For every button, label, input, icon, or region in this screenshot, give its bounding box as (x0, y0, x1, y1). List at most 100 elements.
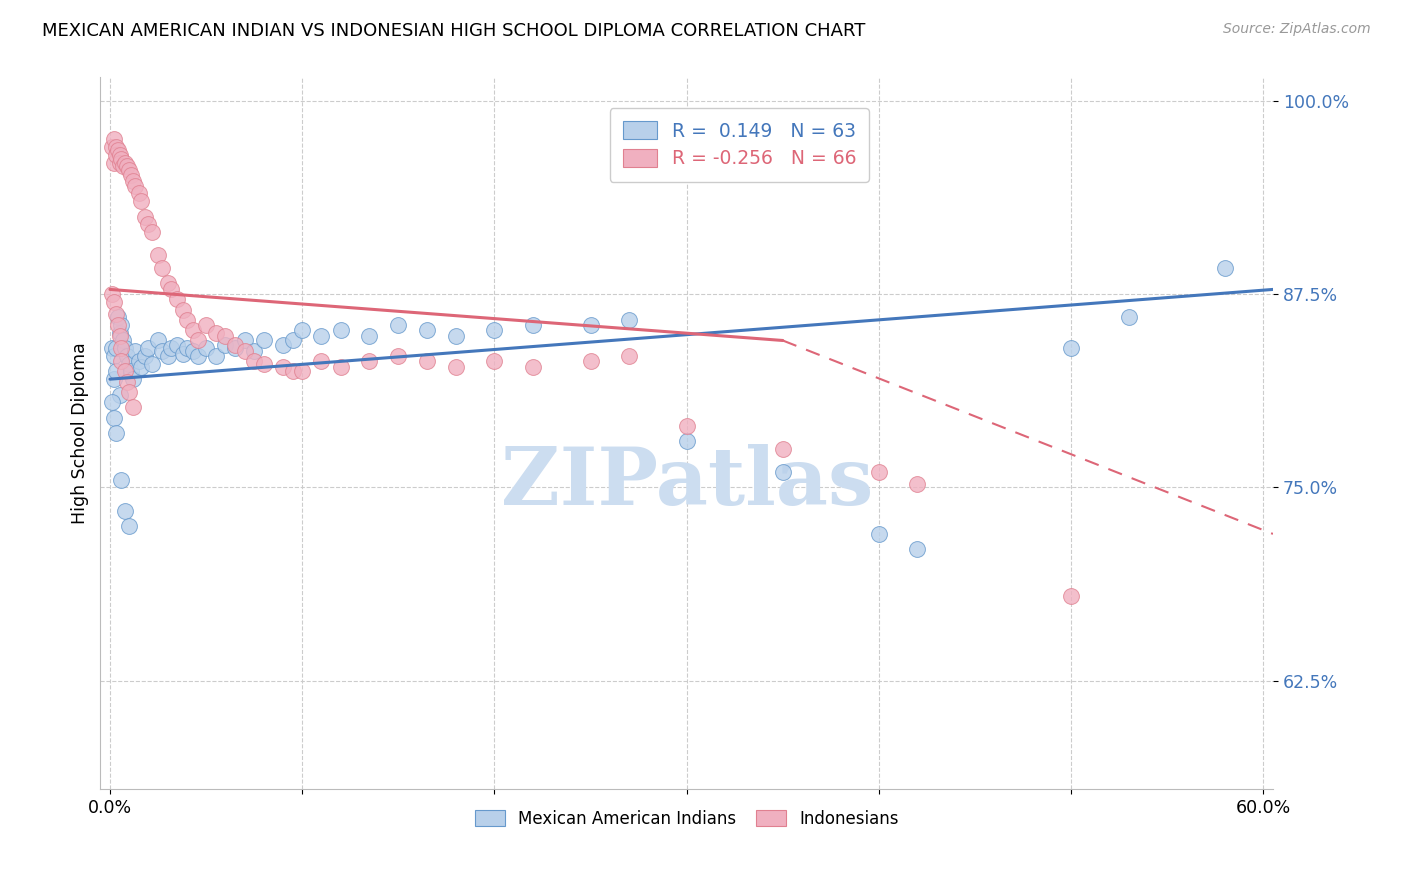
Point (359, 353, 381, 368)
Point (253, 334, 276, 348)
Point (117, 376, 139, 390)
Point (204, 326, 226, 340)
Point (107, 143, 129, 157)
Point (117, 349, 139, 363)
Point (107, 310, 129, 325)
Point (110, 353, 132, 368)
Point (181, 323, 204, 337)
Point (291, 323, 314, 337)
Point (117, 159, 139, 173)
Point (101, 140, 124, 154)
Point (359, 329, 381, 343)
Point (233, 344, 256, 359)
Point (103, 132, 125, 146)
Point (387, 318, 409, 332)
Point (617, 313, 640, 327)
Point (675, 434, 697, 448)
Point (311, 353, 333, 368)
Point (128, 186, 150, 201)
Point (150, 344, 173, 359)
Point (204, 349, 226, 363)
Point (112, 159, 135, 173)
Point (107, 318, 129, 332)
Point (120, 364, 142, 378)
Point (181, 344, 204, 359)
Point (124, 178, 146, 193)
Point (271, 359, 294, 374)
Point (579, 318, 602, 332)
Y-axis label: High School Diploma: High School Diploma (72, 343, 89, 524)
Point (103, 349, 125, 363)
Point (122, 400, 145, 414)
Point (329, 359, 352, 374)
Point (905, 542, 928, 557)
Point (108, 326, 131, 340)
Point (110, 341, 132, 355)
Point (1118, 310, 1140, 325)
Point (187, 334, 209, 348)
Point (101, 287, 124, 301)
Point (416, 323, 439, 337)
Point (172, 347, 194, 361)
Point (103, 410, 125, 425)
Point (108, 148, 131, 162)
Point (1213, 260, 1236, 275)
Point (195, 341, 218, 355)
Point (146, 248, 169, 262)
Point (118, 163, 141, 178)
Point (224, 341, 246, 355)
Point (253, 357, 276, 371)
Point (522, 318, 544, 332)
Point (108, 155, 131, 169)
Point (114, 341, 136, 355)
Point (108, 329, 131, 343)
Point (122, 174, 145, 188)
Point (114, 364, 136, 378)
Point (112, 334, 135, 348)
Point (271, 338, 294, 352)
Point (104, 341, 127, 355)
Point (141, 225, 163, 239)
Point (110, 318, 132, 332)
Point (176, 313, 198, 327)
Point (110, 153, 132, 167)
Point (134, 210, 156, 224)
Point (124, 344, 146, 359)
Point (1060, 589, 1083, 603)
Point (281, 364, 304, 378)
Point (214, 329, 236, 343)
Point (214, 338, 236, 352)
Text: Source: ZipAtlas.com: Source: ZipAtlas.com (1223, 22, 1371, 37)
Point (675, 418, 697, 433)
Point (387, 349, 409, 363)
Point (118, 357, 141, 371)
Point (118, 384, 141, 399)
Point (110, 473, 132, 487)
Point (108, 387, 131, 401)
Point (129, 359, 152, 374)
Point (311, 329, 333, 343)
Point (905, 477, 928, 491)
Point (868, 527, 890, 541)
Text: MEXICAN AMERICAN INDIAN VS INDONESIAN HIGH SCHOOL DIPLOMA CORRELATION CHART: MEXICAN AMERICAN INDIAN VS INDONESIAN HI… (42, 22, 866, 40)
Point (141, 357, 163, 371)
Text: ZIPatlas: ZIPatlas (501, 444, 873, 522)
Point (114, 155, 136, 169)
Point (104, 140, 127, 154)
Point (416, 353, 439, 368)
Point (444, 359, 467, 374)
Point (224, 338, 246, 352)
Point (150, 260, 173, 275)
Point (166, 338, 188, 352)
Point (156, 349, 179, 363)
Point (160, 341, 183, 355)
Point (772, 465, 794, 479)
Point (104, 148, 127, 162)
Point (243, 344, 266, 359)
Point (868, 465, 890, 479)
Point (104, 307, 127, 321)
Point (444, 329, 467, 343)
Point (484, 353, 506, 368)
Point (103, 372, 125, 386)
Point (118, 519, 141, 533)
